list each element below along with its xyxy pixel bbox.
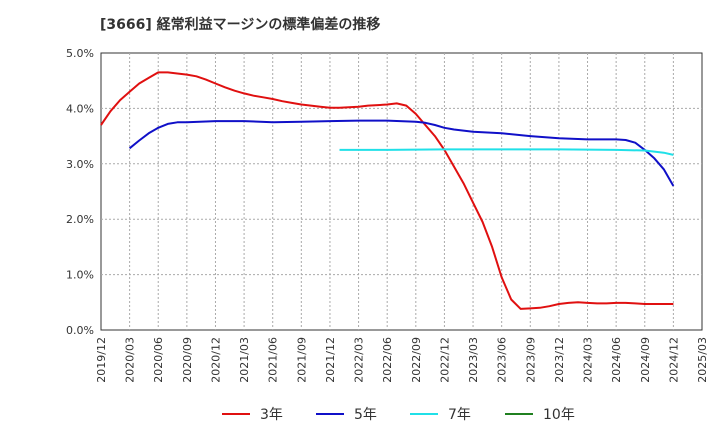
x-tick-label: 2024/06 bbox=[610, 337, 623, 383]
legend-swatch-3y bbox=[222, 413, 250, 415]
plot-area bbox=[100, 52, 703, 331]
legend-label-5y: 5年 bbox=[354, 407, 377, 423]
x-tick-label: 2021/12 bbox=[324, 337, 337, 383]
x-tick-label: 2022/03 bbox=[353, 337, 366, 383]
x-tick-label: 2023/06 bbox=[496, 337, 509, 383]
legend-item-10y: 10年 bbox=[505, 403, 575, 425]
x-tick-label: 2019/12 bbox=[95, 337, 108, 383]
y-tick-label: 4.0% bbox=[66, 102, 94, 115]
legend-swatch-7y bbox=[410, 413, 438, 415]
x-tick-label: 2024/12 bbox=[667, 337, 680, 383]
x-tick-label: 2021/03 bbox=[238, 337, 251, 383]
x-tick-label: 2020/06 bbox=[152, 337, 165, 383]
x-tick-label: 2021/09 bbox=[295, 337, 308, 383]
legend-label-10y: 10年 bbox=[543, 407, 575, 423]
legend-item-7y: 7年 bbox=[410, 403, 471, 425]
x-tick-label: 2023/09 bbox=[524, 337, 537, 383]
x-tick-label: 2024/03 bbox=[582, 337, 595, 383]
x-axis-ticks: 2019/12 2020/03 2020/06 2020/09 2020/12 2021/… bbox=[95, 337, 709, 383]
x-tick-label: 2023/03 bbox=[467, 337, 480, 383]
x-tick-label: 2022/09 bbox=[410, 337, 423, 383]
x-tick-label: 2022/12 bbox=[438, 337, 451, 383]
y-tick-label: 3.0% bbox=[66, 158, 94, 171]
y-tick-label: 2.0% bbox=[66, 213, 94, 226]
series-line-2 bbox=[339, 148, 674, 156]
series-lines bbox=[100, 71, 675, 310]
x-tick-label: 2021/06 bbox=[267, 337, 280, 383]
series-line-1 bbox=[128, 119, 675, 187]
y-tick-label: 0.0% bbox=[66, 324, 94, 337]
x-tick-label: 2020/12 bbox=[209, 337, 222, 383]
legend-swatch-5y bbox=[316, 413, 344, 415]
series-line-0 bbox=[100, 71, 674, 310]
legend-label-7y: 7年 bbox=[448, 407, 471, 423]
legend-item-5y: 5年 bbox=[316, 403, 377, 425]
grid bbox=[100, 52, 703, 331]
chart-title: [3666] 経常利益マージンの標準偏差の推移 bbox=[100, 17, 381, 33]
y-tick-label: 5.0% bbox=[66, 47, 94, 60]
legend-item-3y: 3年 bbox=[222, 403, 283, 425]
x-tick-label: 2020/09 bbox=[181, 337, 194, 383]
y-tick-label: 1.0% bbox=[66, 269, 94, 282]
x-tick-label: 2022/06 bbox=[381, 337, 394, 383]
x-tick-label: 2025/03 bbox=[696, 337, 709, 383]
legend: 3年 5年 7年 10年 bbox=[0, 403, 720, 425]
legend-swatch-10y bbox=[505, 413, 533, 415]
legend-label-3y: 3年 bbox=[260, 407, 283, 423]
y-axis-ticks: 0.0% 1.0% 2.0% 3.0% 4.0% 5.0% bbox=[66, 47, 94, 337]
x-tick-label: 2020/03 bbox=[124, 337, 137, 383]
x-tick-label: 2023/12 bbox=[553, 337, 566, 383]
x-tick-label: 2024/09 bbox=[639, 337, 652, 383]
